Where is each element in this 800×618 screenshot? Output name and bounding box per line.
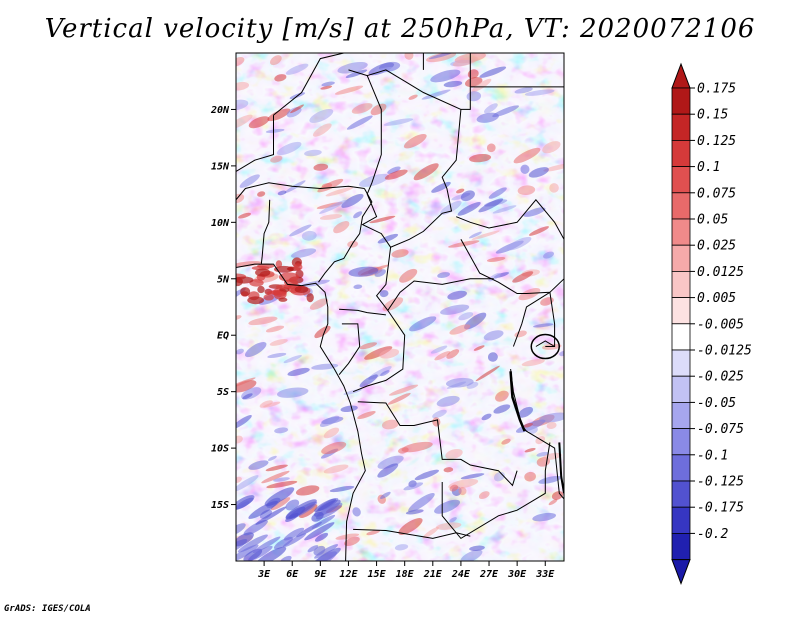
colorbar-label: -0.0125 [697,344,752,359]
colorbar-label: -0.125 [697,475,744,490]
colorbar-swatch [672,429,690,455]
colorbar-label: 0.15 [697,108,728,123]
colorbar-label: 0.05 [697,213,728,228]
colorbar-label: -0.1 [697,448,728,463]
colorbar-swatch [672,88,690,114]
colorbar-label: -0.075 [697,422,744,437]
colorbar-top-cap [672,64,690,88]
colorbar-swatch [672,455,690,481]
grads-credit: GrADS: IGES/COLA [4,604,91,614]
colorbar-swatch [672,350,690,376]
colorbar-label: -0.175 [697,501,744,516]
colorbar-label: 0.175 [697,82,736,97]
colorbar-label: -0.005 [697,317,744,332]
colorbar-swatch [672,376,690,402]
colorbar-label: 0.125 [697,134,736,149]
colorbar-swatch [672,481,690,507]
colorbar-label: 0.025 [697,239,736,254]
colorbar-label: 0.075 [697,186,736,201]
colorbar-swatch [672,298,690,324]
colorbar-swatch [672,402,690,428]
colorbar-swatch [672,324,690,350]
colorbar-label: -0.2 [697,527,728,542]
colorbar-swatch [672,114,690,140]
colorbar-label: 0.1 [697,160,720,175]
colorbar-swatch [672,140,690,166]
colorbar-bottom-cap [672,560,690,584]
colorbar-label: 0.005 [697,291,736,306]
colorbar-swatch [672,507,690,533]
colorbar-swatch [672,219,690,245]
colorbar-swatch [672,271,690,297]
colorbar-swatch [672,245,690,271]
colorbar-swatch [672,193,690,219]
colorbar-label: -0.025 [697,370,744,385]
colorbar-swatch [672,167,690,193]
colorbar-label: -0.05 [697,396,736,411]
colorbar-label: 0.0125 [697,265,744,280]
colorbar-swatch [672,533,690,559]
colorbar: 0.175 0.15 0.125 0.1 0.075 0.05 0.025 0.0125 0.0… [0,0,800,618]
